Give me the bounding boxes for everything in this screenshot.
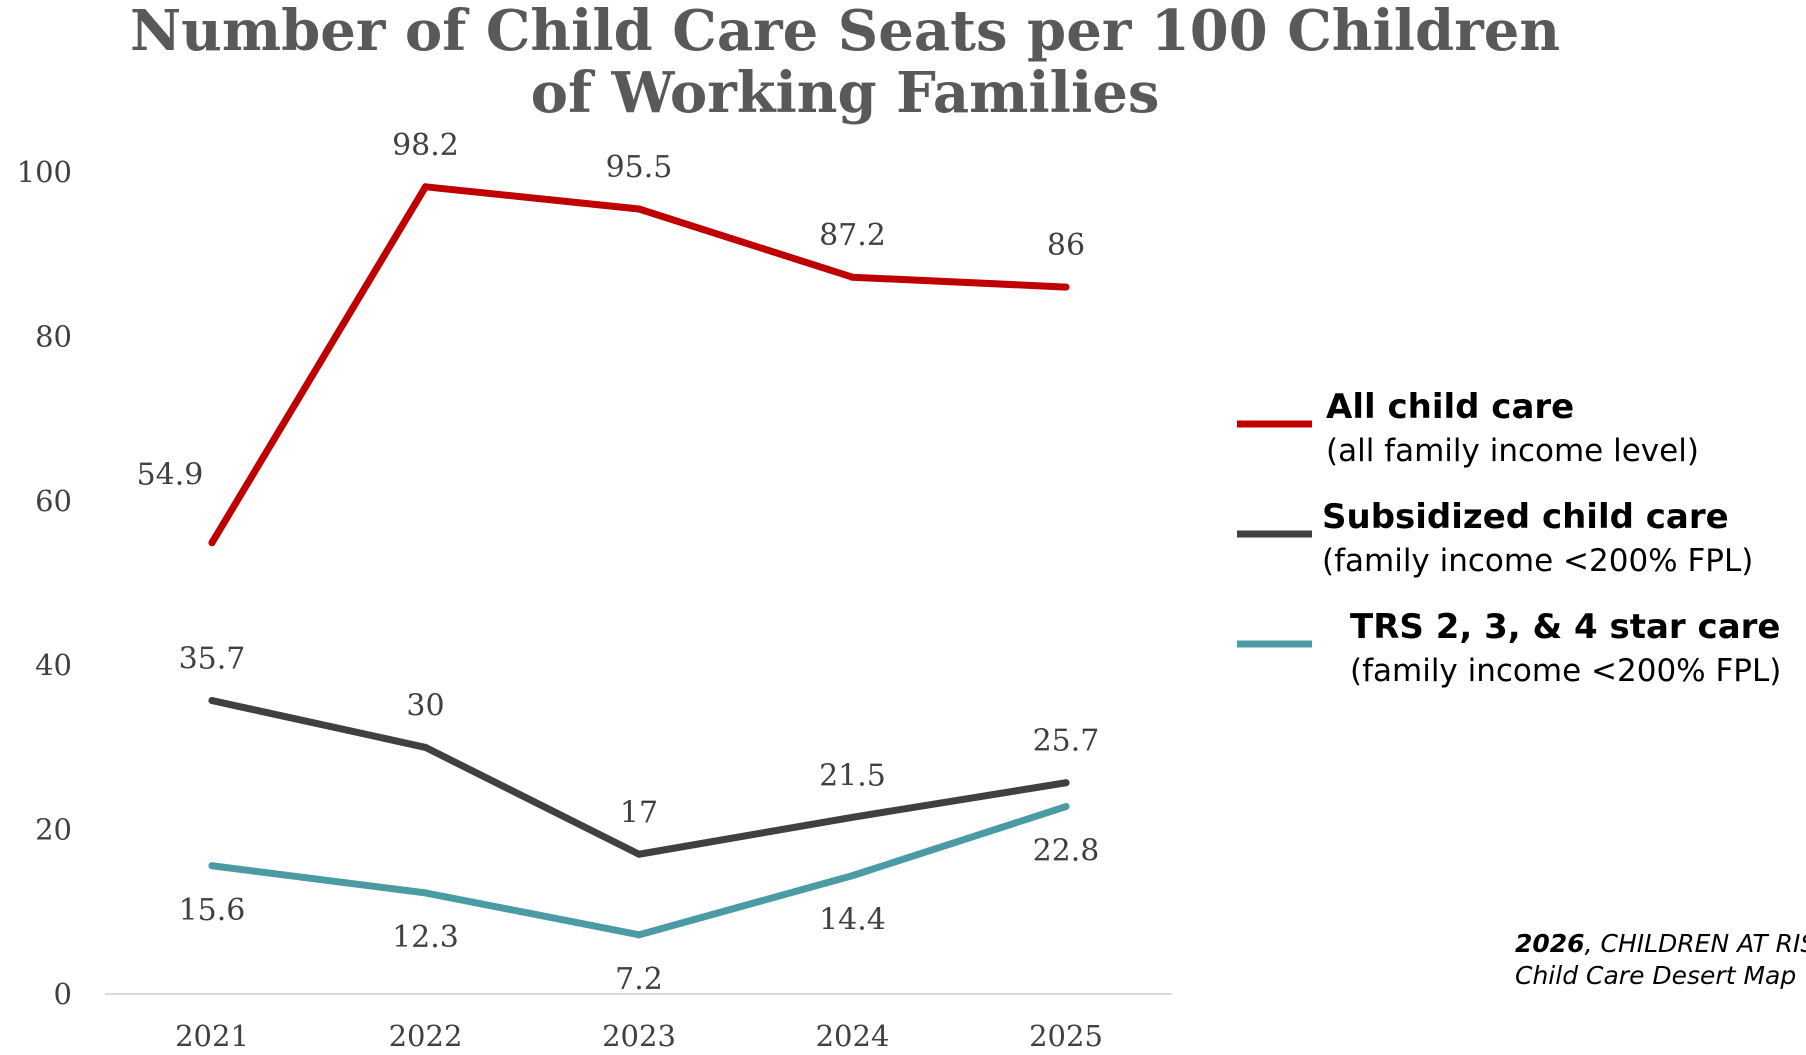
source-line-2: Child Care Desert Map — [1515, 961, 1796, 990]
data-labels: 54.9 98.2 95.5 87.2 86 35.7 30 17 21.5 25.7 15.6 12… — [137, 128, 1100, 997]
data-point-trs-2-3-4-star-care-2023 — [635, 931, 643, 939]
y-tick-label-60: 60 — [35, 484, 72, 518]
y-tick-label-100: 100 — [17, 155, 72, 189]
data-label-trs-2-3-4-star-care-2023: 7.2 — [615, 962, 663, 997]
x-tick-label-2021: 2021 — [175, 1019, 249, 1053]
data-label-subsidized-child-care-2025: 25.7 — [1033, 724, 1100, 759]
data-point-all-child-care-2022 — [422, 183, 429, 191]
legend-item-subsidized-child-care: Subsidized child care (family income <200… — [1237, 497, 1753, 579]
legend: All child care (all family income level) S… — [1237, 387, 1781, 689]
data-label-subsidized-child-care-2024: 21.5 — [819, 758, 886, 793]
data-point-all-child-care-2023 — [635, 205, 643, 213]
series-lines — [208, 183, 1070, 939]
data-point-subsidized-child-care-2025 — [1062, 779, 1070, 787]
y-tick-label-40: 40 — [35, 648, 72, 682]
y-tick-label-20: 20 — [35, 813, 72, 847]
data-label-all-child-care-2025: 86 — [1047, 228, 1085, 263]
chart-title-line-2: of Working Families — [531, 60, 1160, 126]
data-label-subsidized-child-care-2021: 35.7 — [179, 642, 246, 677]
data-label-trs-2-3-4-star-care-2025: 22.8 — [1033, 834, 1100, 869]
legend-name-trs-2-3-4-star-care: TRS 2, 3, & 4 star care — [1350, 607, 1780, 647]
data-label-subsidized-child-care-2022: 30 — [406, 688, 444, 723]
data-point-trs-2-3-4-star-care-2022 — [422, 889, 429, 897]
x-axis: 2021 2022 2023 2024 2025 — [175, 1019, 1103, 1053]
data-point-trs-2-3-4-star-care-2021 — [208, 862, 216, 870]
legend-item-all-child-care: All child care (all family income level) — [1237, 387, 1699, 469]
x-tick-label-2024: 2024 — [816, 1019, 890, 1053]
y-tick-label-80: 80 — [35, 319, 72, 353]
source-note: 2026, CHILDREN AT RISK Child Care Desert… — [1515, 929, 1806, 990]
data-point-subsidized-child-care-2022 — [422, 743, 429, 751]
legend-desc-all-child-care: (all family income level) — [1326, 433, 1699, 469]
y-axis: 0 20 40 60 80 100 — [17, 155, 72, 1011]
data-point-subsidized-child-care-2023 — [635, 850, 643, 858]
series-line-subsidized-child-care — [208, 697, 1070, 858]
legend-desc-trs-2-3-4-star-care: (family income <200% FPL) — [1350, 653, 1781, 689]
x-tick-label-2023: 2023 — [602, 1019, 676, 1053]
data-label-trs-2-3-4-star-care-2022: 12.3 — [392, 920, 459, 955]
data-point-subsidized-child-care-2024 — [849, 813, 856, 821]
y-tick-label-0: 0 — [54, 977, 72, 1011]
chart-title: Number of Child Care Seats per 100 Child… — [130, 0, 1560, 126]
data-label-subsidized-child-care-2023: 17 — [620, 795, 658, 830]
data-label-all-child-care-2023: 95.5 — [606, 150, 673, 185]
source-org: , CHILDREN AT RISK — [1585, 929, 1806, 958]
data-label-all-child-care-2021: 54.9 — [137, 458, 204, 493]
x-tick-label-2022: 2022 — [389, 1019, 463, 1053]
data-label-all-child-care-2022: 98.2 — [392, 128, 459, 163]
chart-title-line-1: Number of Child Care Seats per 100 Child… — [130, 0, 1560, 64]
legend-name-all-child-care: All child care — [1326, 387, 1574, 427]
legend-name-subsidized-child-care: Subsidized child care — [1322, 497, 1729, 537]
data-point-trs-2-3-4-star-care-2025 — [1062, 803, 1070, 811]
data-label-trs-2-3-4-star-care-2024: 14.4 — [819, 903, 886, 938]
data-point-trs-2-3-4-star-care-2024 — [849, 872, 856, 880]
data-point-all-child-care-2025 — [1062, 283, 1070, 291]
legend-item-trs-2-3-4-star-care: TRS 2, 3, & 4 star care (family income <2… — [1237, 607, 1781, 689]
data-point-subsidized-child-care-2021 — [208, 697, 216, 705]
series-line-all-child-care — [208, 183, 1070, 547]
data-point-all-child-care-2021 — [208, 539, 216, 547]
legend-desc-subsidized-child-care: (family income <200% FPL) — [1322, 543, 1753, 579]
data-label-all-child-care-2024: 87.2 — [819, 218, 886, 253]
x-tick-label-2025: 2025 — [1029, 1019, 1103, 1053]
data-point-all-child-care-2024 — [849, 273, 856, 281]
data-label-trs-2-3-4-star-care-2021: 15.6 — [179, 893, 246, 928]
source-line-1: 2026, CHILDREN AT RISK — [1515, 929, 1806, 958]
source-year: 2026 — [1515, 929, 1585, 958]
